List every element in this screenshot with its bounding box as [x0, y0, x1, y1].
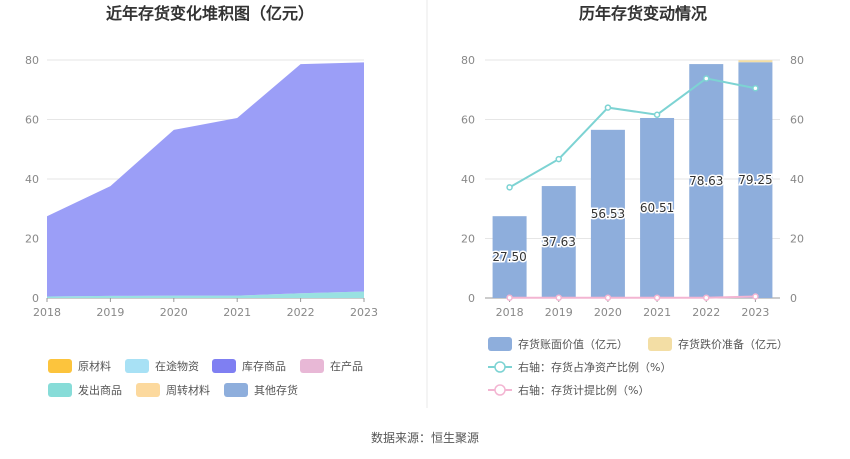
- legend-label: 周转材料: [166, 383, 210, 397]
- x-tick-label: 2023: [350, 306, 378, 319]
- y-tick-label: 80: [461, 54, 475, 67]
- line-point: [604, 104, 612, 111]
- legend-marker: [494, 361, 506, 373]
- line-point: [555, 155, 562, 163]
- x-tick-label: 2018: [496, 306, 524, 319]
- y2-tick-label: 80: [790, 54, 804, 67]
- legend-label: 原材料: [78, 359, 111, 373]
- legend-label: 发出商品: [78, 383, 122, 397]
- y2-tick-label: 0: [790, 292, 797, 305]
- line-series: [509, 77, 756, 189]
- bar-value-label: 56.53: [591, 207, 625, 221]
- y-tick-label: 20: [25, 233, 39, 246]
- legend-label: 存货账面价值（亿元）: [518, 337, 628, 351]
- x-tick-label: 2020: [594, 306, 622, 319]
- bar-impairment-segment: [738, 60, 773, 63]
- right-chart-title: 历年存货变动情况: [579, 4, 707, 23]
- bar-value-label: 27.50: [492, 250, 526, 264]
- legend-swatch: [300, 359, 324, 373]
- legend-label: 在产品: [330, 359, 363, 373]
- bar: [640, 117, 675, 298]
- bar: [689, 64, 724, 299]
- x-tick-label: 2023: [741, 306, 769, 319]
- bar: [541, 186, 576, 298]
- bar-value-label: 37.63: [542, 235, 576, 249]
- right-legend: 存货账面价值（亿元） 存货跌价准备（亿元） 右轴：存货占净资产比例（%） 右轴：存货计…: [488, 337, 788, 397]
- area-库存商品: [47, 62, 364, 297]
- x-tick-label: 2019: [96, 306, 124, 319]
- y2-tick-label: 60: [790, 114, 804, 127]
- legend-swatch: [48, 359, 72, 373]
- y-tick-label: 40: [25, 173, 39, 186]
- legend-swatch: [488, 337, 512, 351]
- bar-value-label: 79.25: [738, 173, 772, 187]
- left-chart-title: 近年存货变化堆积图（亿元）: [106, 4, 314, 23]
- legend-swatch: [648, 337, 672, 351]
- inventory-bar-line-chart: 0 20 40 60 80 0 20 40 60 80 2018 2019 2020 2021 2022 20…: [461, 54, 804, 319]
- area-发出商品: [47, 291, 364, 298]
- legend-label: 库存商品: [242, 359, 286, 373]
- x-tick-label: 2022: [287, 306, 315, 319]
- line-point: [506, 184, 513, 191]
- legend-label: 右轴：存货计提比例（%）: [518, 383, 649, 397]
- legend-swatch: [125, 359, 149, 373]
- data-source-footer: 数据来源：恒生聚源: [371, 430, 479, 445]
- y2-tick-label: 40: [790, 173, 804, 186]
- legend-label: 其他存货: [254, 383, 298, 397]
- line-point: [703, 294, 710, 301]
- y-tick-label: 60: [461, 114, 475, 127]
- y-tick-label: 40: [461, 173, 475, 186]
- legend-swatch: [48, 383, 72, 397]
- x-tick-label: 2019: [545, 306, 573, 319]
- line-point: [703, 75, 710, 82]
- x-tick-label: 2018: [33, 306, 61, 319]
- line-point: [653, 111, 661, 118]
- x-tick-label: 2020: [160, 306, 188, 319]
- line-point: [555, 294, 562, 301]
- x-tick-label: 2021: [643, 306, 671, 319]
- y-tick-label: 20: [461, 233, 475, 246]
- y-tick-label: 0: [32, 292, 39, 305]
- line-series: [509, 295, 756, 299]
- bar: [738, 62, 773, 299]
- y-tick-label: 80: [25, 54, 39, 67]
- stacked-area-chart: 0 20 40 60 80 2018 2019 2020 2021 2022 2023: [25, 54, 378, 319]
- line-point: [752, 85, 759, 92]
- bar-value-label: 78.63: [689, 174, 723, 188]
- bar: [590, 129, 625, 298]
- line-point: [506, 294, 513, 301]
- line-point: [752, 293, 759, 300]
- legend-marker: [494, 384, 506, 396]
- y2-tick-label: 20: [790, 233, 804, 246]
- legend-swatch: [212, 359, 236, 373]
- bar: [492, 216, 527, 298]
- legend-swatch: [224, 383, 248, 397]
- legend-label: 存货跌价准备（亿元）: [678, 337, 788, 351]
- y-tick-label: 0: [468, 292, 475, 305]
- x-tick-label: 2021: [223, 306, 251, 319]
- x-tick-label: 2022: [692, 306, 720, 319]
- y-tick-label: 60: [25, 114, 39, 127]
- legend-swatch: [136, 383, 160, 397]
- legend-label: 在途物资: [155, 359, 199, 373]
- line-point: [653, 294, 661, 301]
- bar-value-label: 60.51: [640, 201, 674, 215]
- line-point: [604, 294, 612, 301]
- legend-label: 右轴：存货占净资产比例（%）: [518, 360, 671, 374]
